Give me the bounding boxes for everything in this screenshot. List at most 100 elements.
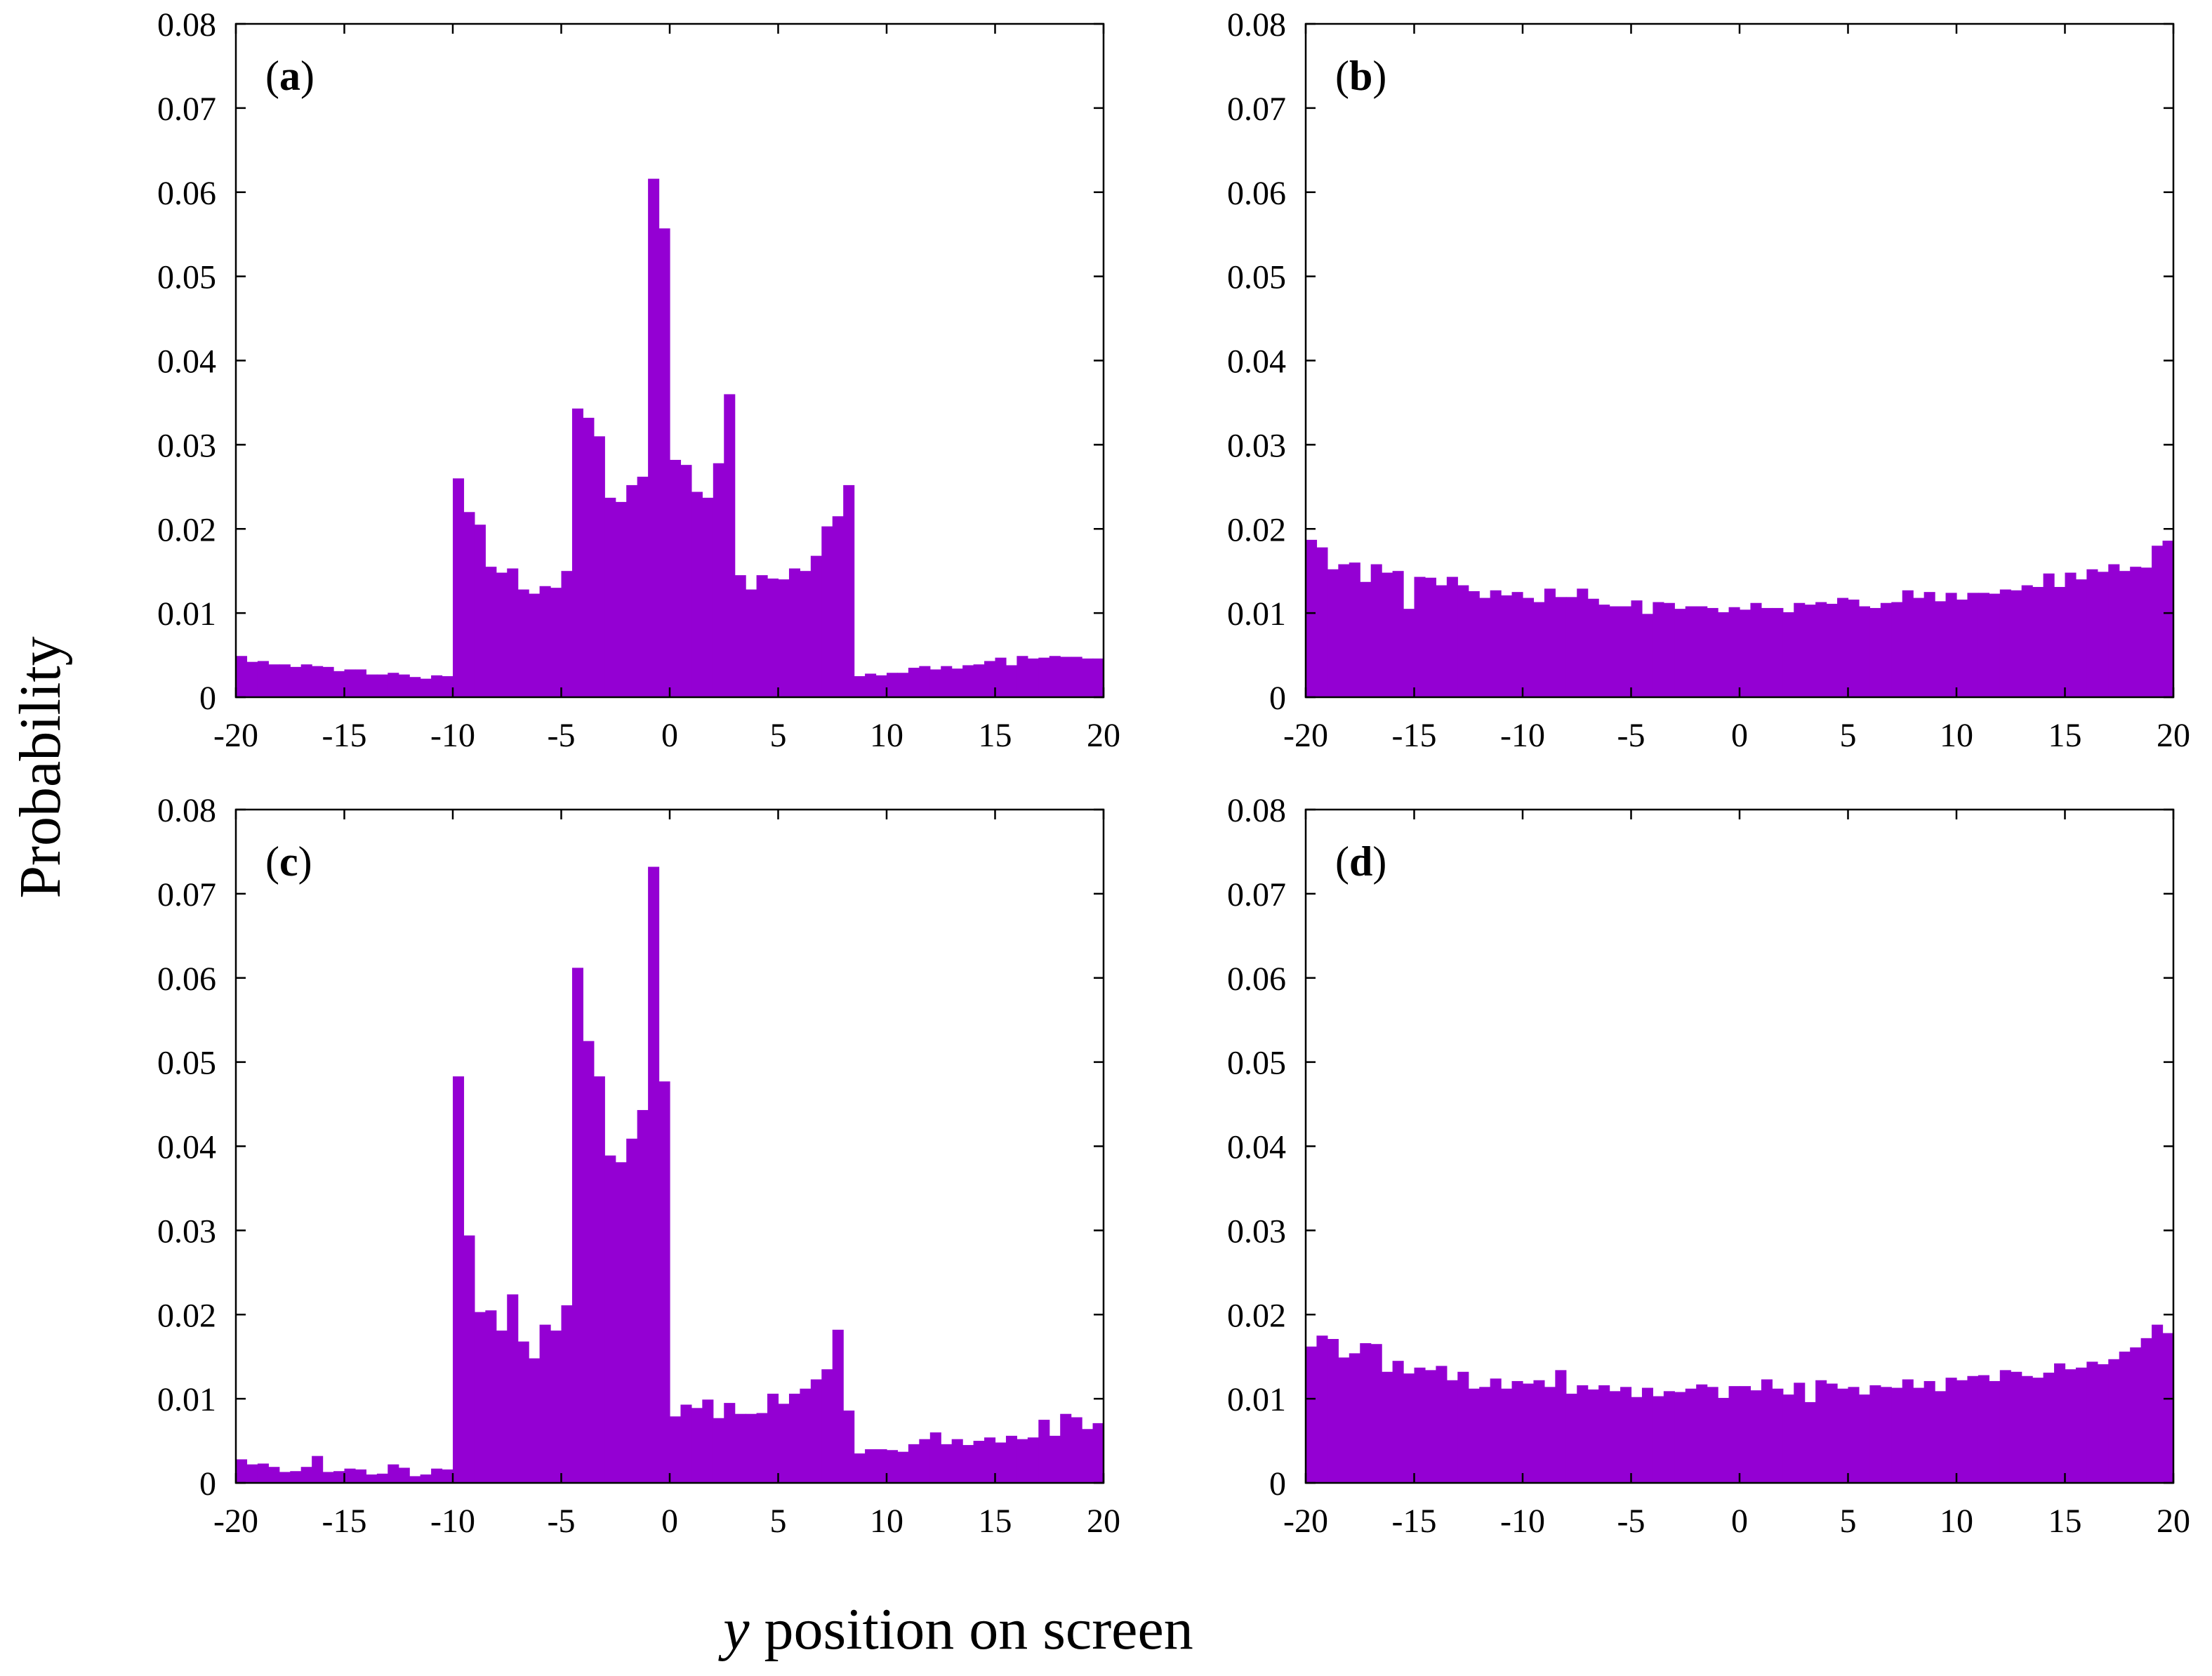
- histogram-bar: [995, 657, 1007, 697]
- histogram-bar: [1049, 1435, 1061, 1483]
- histogram-bar: [1653, 602, 1664, 697]
- histogram-bar: [2054, 586, 2066, 697]
- y-tick-label: 0.08: [1227, 792, 1286, 829]
- histogram-bar: [442, 676, 453, 697]
- histogram-bar: [1533, 1380, 1545, 1483]
- histogram-bar: [746, 589, 757, 697]
- histogram-bar: [1490, 1378, 1502, 1483]
- histogram-bar: [333, 671, 345, 697]
- histogram-bar: [322, 1472, 334, 1483]
- histogram-bar: [463, 512, 475, 697]
- histogram-bar: [604, 497, 616, 697]
- histogram-bar: [388, 673, 399, 697]
- histogram-bar: [1446, 1380, 1458, 1483]
- y-tick-label: 0.02: [1227, 511, 1286, 548]
- panel-label-close: ): [300, 53, 314, 99]
- histogram-bar: [637, 1109, 649, 1483]
- panel-label-open: (: [1335, 838, 1349, 885]
- histogram-bar: [1370, 1344, 1382, 1483]
- histogram-bar: [431, 1468, 443, 1483]
- histogram-bar: [1027, 658, 1039, 697]
- histogram-bar: [1523, 598, 1535, 697]
- x-tick-label: 20: [2157, 1503, 2190, 1540]
- histogram-bar: [1750, 602, 1762, 697]
- y-tick-label: 0.08: [1227, 6, 1286, 44]
- histogram-bar: [1005, 665, 1017, 697]
- histogram-bar: [1544, 588, 1556, 697]
- histogram-bar: [615, 501, 627, 697]
- histogram-bar: [724, 394, 736, 697]
- histogram-bar: [670, 1416, 682, 1483]
- histogram-bar: [734, 1413, 746, 1483]
- x-axis-title: y position on screen: [717, 1597, 1193, 1662]
- y-tick-label: 0: [1269, 680, 1286, 717]
- histogram-bar: [312, 1456, 324, 1483]
- histogram-bar: [843, 1410, 855, 1483]
- histogram-bar: [474, 1312, 486, 1483]
- histogram-bar: [1804, 605, 1816, 697]
- histogram-bar: [355, 1469, 366, 1483]
- histogram-bar: [2152, 1324, 2164, 1483]
- histogram-bar: [995, 1442, 1007, 1483]
- histogram-bar: [529, 593, 541, 697]
- histogram-bar: [1782, 612, 1794, 697]
- histogram-bar: [1071, 656, 1082, 697]
- histogram-bar: [1794, 602, 1806, 697]
- histogram-bar: [1891, 602, 1903, 697]
- x-tick-label: -10: [1500, 717, 1545, 754]
- histogram-bar: [1989, 593, 2001, 697]
- histogram-bar: [1989, 1380, 2001, 1483]
- histogram-bar: [648, 866, 660, 1483]
- y-tick-label: 0.02: [157, 1297, 216, 1334]
- histogram-bar: [442, 1469, 453, 1483]
- histogram-bar: [1815, 602, 1827, 697]
- histogram-bar: [517, 589, 529, 697]
- histogram-bar: [398, 1467, 410, 1483]
- panel-label: (b): [1335, 53, 1386, 99]
- histogram-bar: [1092, 658, 1104, 697]
- histogram-bar: [1587, 598, 1599, 697]
- histogram-bar: [1071, 1417, 1082, 1483]
- y-tick-label: 0.07: [1227, 91, 1286, 128]
- histogram-bar: [832, 1329, 844, 1483]
- histogram-bar: [1935, 601, 1947, 697]
- x-tick-label: 10: [870, 717, 903, 754]
- histogram-bar: [941, 666, 953, 697]
- histogram-bar: [561, 571, 573, 697]
- x-axis-title-variable: y: [717, 1597, 750, 1662]
- histogram-bar: [1869, 607, 1881, 697]
- histogram-bar: [1740, 1386, 1751, 1483]
- histogram-bar: [1696, 606, 1708, 697]
- histogram-bar: [1060, 1413, 1072, 1483]
- histogram-bar: [1060, 656, 1072, 697]
- x-tick-label: -15: [1392, 717, 1437, 754]
- x-axis-title-text: position on screen: [750, 1597, 1193, 1662]
- histogram-bar: [593, 1076, 605, 1483]
- histogram-bar: [756, 1413, 768, 1483]
- histogram-bar: [1609, 606, 1621, 697]
- y-tick-label: 0.04: [1227, 1129, 1286, 1166]
- y-tick-label: 0.03: [157, 1213, 216, 1250]
- y-tick-label: 0.04: [157, 343, 216, 381]
- histogram-bar: [1082, 1429, 1094, 1483]
- histogram-bar: [691, 491, 703, 697]
- histogram-bar: [290, 666, 302, 697]
- histogram-bar: [1468, 1388, 1480, 1483]
- histogram-bar: [1565, 597, 1577, 697]
- histogram-bar: [1577, 588, 1589, 697]
- histogram-bar: [1049, 656, 1061, 697]
- histogram-bar: [300, 664, 312, 697]
- histogram-bar: [1631, 1397, 1643, 1483]
- panel-label-open: (: [265, 838, 279, 885]
- histogram-bar: [1631, 600, 1643, 697]
- histogram-bar: [919, 666, 931, 697]
- histogram-bar: [1306, 539, 1318, 697]
- histogram-bar: [485, 1310, 497, 1483]
- y-tick-label: 0.01: [157, 1381, 216, 1418]
- histogram-bar: [2108, 564, 2120, 697]
- histogram-bar: [571, 968, 583, 1483]
- histogram-bar: [1728, 1386, 1740, 1483]
- panel-a: -20 -15 -10 -5 0 5 10 15 20 0 0.01 0.02 0.03 0.04 0.05…: [157, 6, 1120, 754]
- histogram-bar: [593, 436, 605, 697]
- histogram-bar: [951, 1439, 963, 1483]
